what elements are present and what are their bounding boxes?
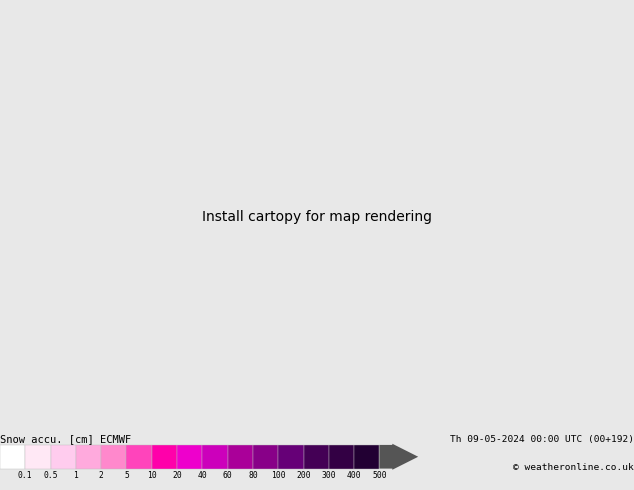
Bar — [354, 445, 379, 468]
Text: 10: 10 — [147, 471, 157, 480]
Bar — [51, 445, 76, 468]
Text: 500: 500 — [372, 471, 387, 480]
Text: 2: 2 — [99, 471, 103, 480]
Text: 1: 1 — [74, 471, 79, 480]
Bar — [177, 445, 202, 468]
Text: 100: 100 — [271, 471, 285, 480]
Text: 400: 400 — [347, 471, 361, 480]
Bar — [304, 445, 329, 468]
Text: 0.5: 0.5 — [43, 471, 58, 480]
Bar — [329, 445, 354, 468]
Text: 200: 200 — [296, 471, 311, 480]
Bar — [253, 445, 278, 468]
Bar — [0, 445, 25, 468]
Bar — [101, 445, 126, 468]
Text: 80: 80 — [248, 471, 258, 480]
FancyArrow shape — [379, 444, 418, 470]
Text: © weatheronline.co.uk: © weatheronline.co.uk — [514, 463, 634, 472]
Text: 5: 5 — [124, 471, 129, 480]
Text: Snow accu. [cm] ECMWF: Snow accu. [cm] ECMWF — [0, 434, 131, 443]
Bar — [202, 445, 228, 468]
Bar — [126, 445, 152, 468]
Text: Install cartopy for map rendering: Install cartopy for map rendering — [202, 210, 432, 224]
Bar — [25, 445, 51, 468]
Text: 60: 60 — [223, 471, 233, 480]
Text: 20: 20 — [172, 471, 182, 480]
Text: 300: 300 — [321, 471, 336, 480]
Bar — [76, 445, 101, 468]
Bar — [152, 445, 177, 468]
Bar — [228, 445, 253, 468]
Text: 40: 40 — [197, 471, 207, 480]
Bar — [278, 445, 304, 468]
Text: 0.1: 0.1 — [18, 471, 32, 480]
Text: Th 09-05-2024 00:00 UTC (00+192): Th 09-05-2024 00:00 UTC (00+192) — [450, 435, 634, 444]
